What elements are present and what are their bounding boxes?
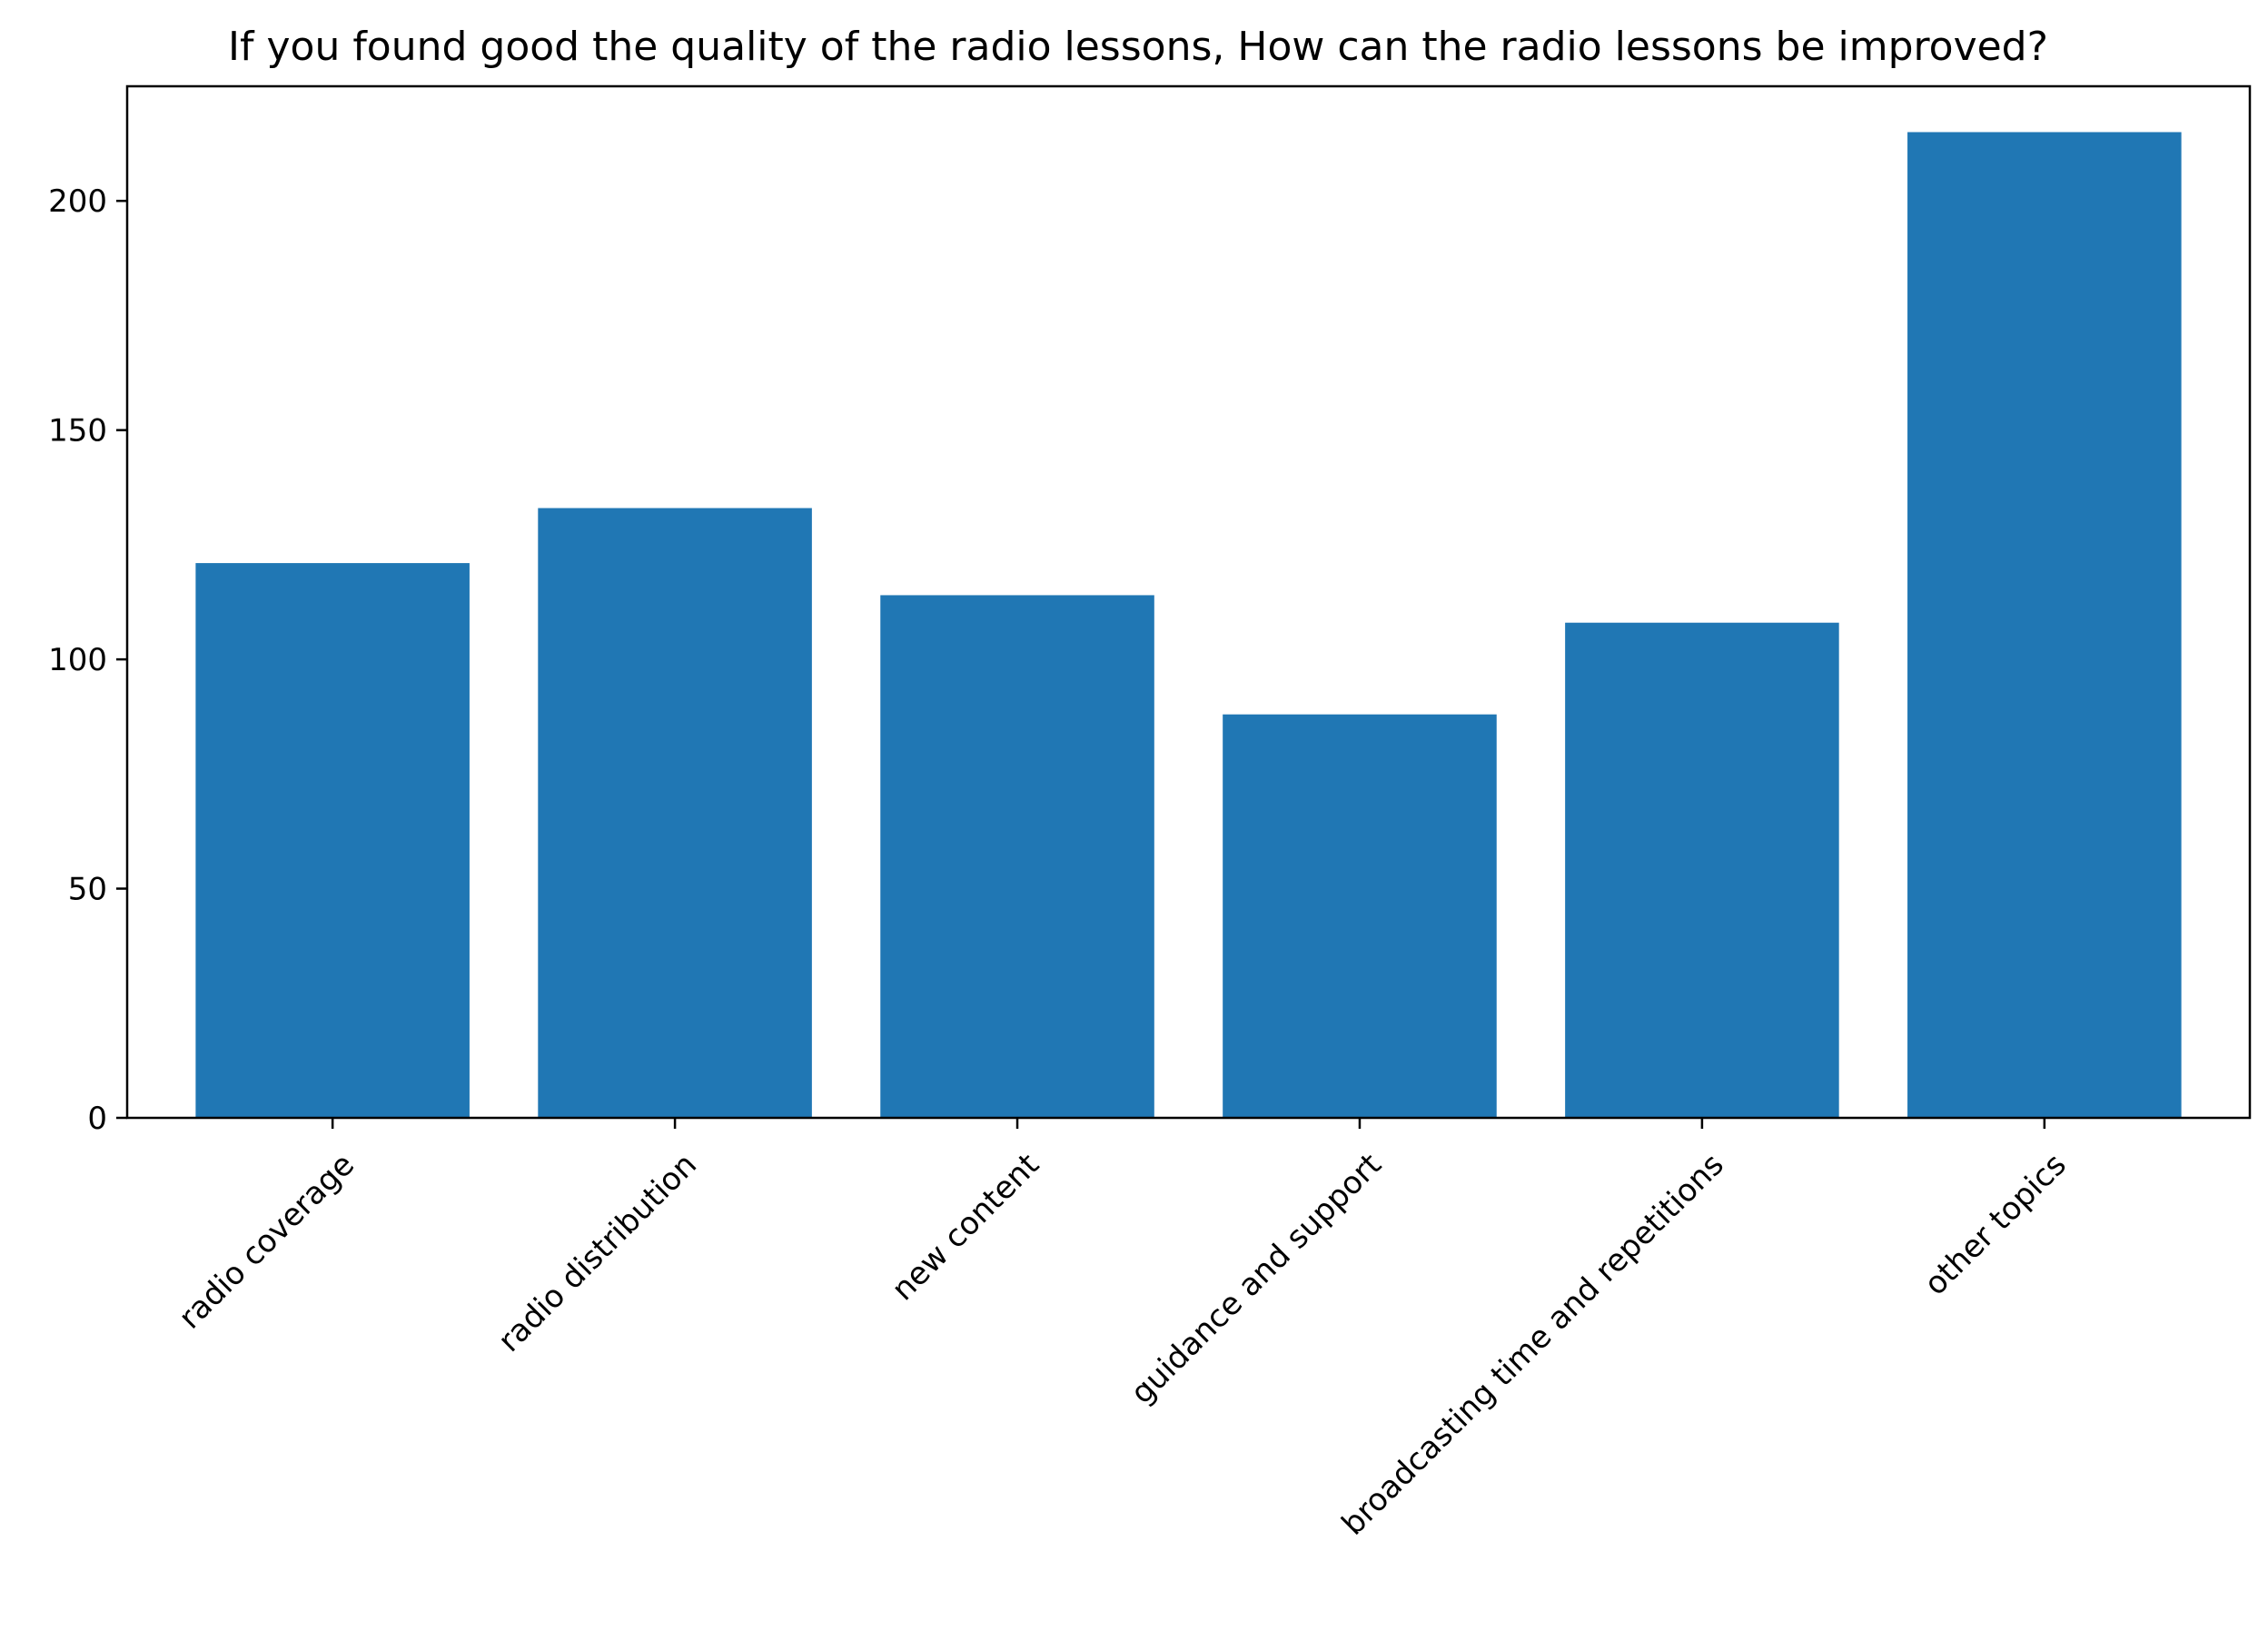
y-tick-label: 100	[48, 642, 107, 678]
plot-frame	[125, 84, 2252, 1120]
x-tick-label: radio coverage	[172, 1147, 361, 1337]
x-tick-label: new content	[885, 1147, 1046, 1309]
y-tick-label: 200	[48, 183, 107, 220]
x-tick-label: other topics	[1917, 1147, 2074, 1303]
bar-other-topics	[1907, 132, 2182, 1119]
bars-layer	[195, 132, 2182, 1119]
bar-broadcasting-time-and-repetitions	[1565, 622, 1839, 1118]
bar-new-content	[880, 595, 1154, 1118]
x-tick-label: broadcasting time and repetitions	[1335, 1147, 1731, 1543]
x-tick-label: guidance and support	[1124, 1147, 1389, 1412]
bar-radio-distribution	[538, 508, 812, 1118]
y-tick-label: 150	[48, 413, 107, 450]
y-axis: 0 50 100 150 200	[48, 183, 127, 1137]
x-tick-label: radio distribution	[491, 1147, 704, 1359]
y-tick-label: 0	[87, 1101, 107, 1137]
y-tick-label: 50	[68, 872, 107, 908]
chart-title: If you found good the quality of the rad…	[228, 24, 2048, 70]
bar-radio-coverage	[195, 563, 470, 1118]
x-axis: radio coverage radio distribution new cont…	[172, 1118, 2074, 1543]
bar-guidance-and-support	[1223, 714, 1497, 1118]
